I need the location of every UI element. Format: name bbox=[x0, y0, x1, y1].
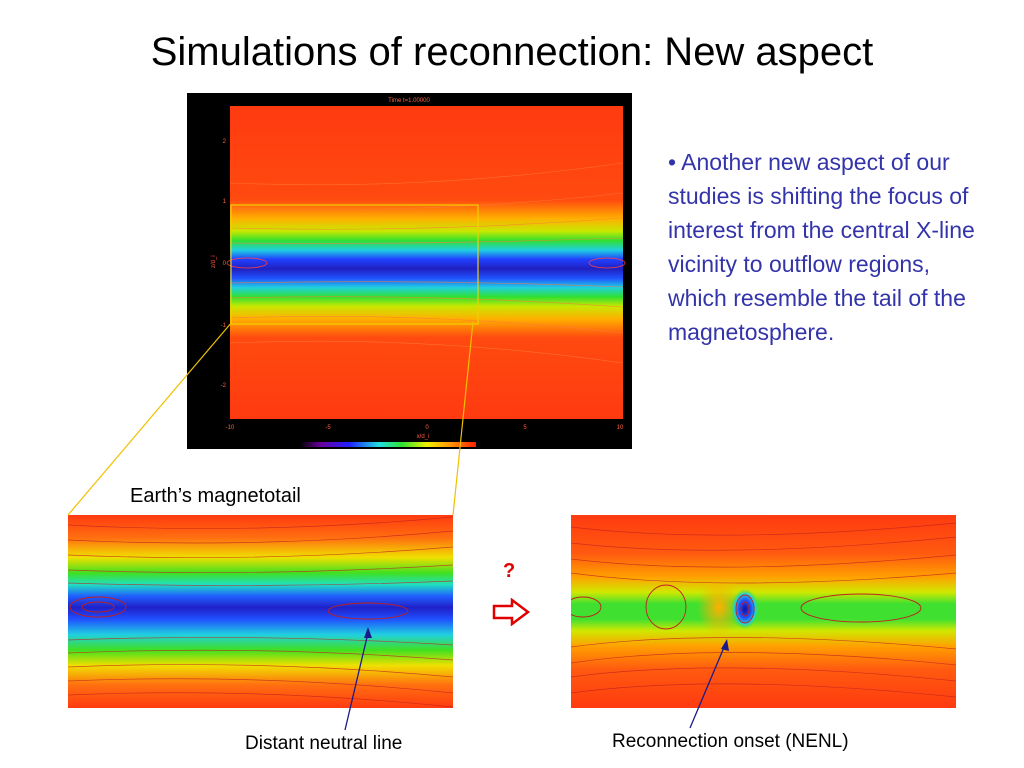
y-tick-label: -1 bbox=[221, 323, 227, 329]
right-arrow-icon bbox=[492, 597, 531, 627]
distant-neutral-line-label: Distant neutral line bbox=[245, 733, 403, 754]
color-scale-bar bbox=[300, 442, 476, 447]
magnetotail-zoom-plot bbox=[68, 515, 453, 708]
y-tick-label: 1 bbox=[223, 199, 227, 205]
top-plot-title: Time t=1.00000 bbox=[388, 98, 430, 104]
y-tick-label: 2 bbox=[223, 139, 227, 145]
bullet-text: • Another new aspect of our studies is s… bbox=[668, 149, 975, 345]
question-mark: ? bbox=[503, 560, 516, 582]
y-tick-label: -2 bbox=[221, 383, 227, 389]
x-tick-label: -10 bbox=[226, 425, 235, 431]
x-tick-label: 0 bbox=[425, 425, 429, 431]
x-axis-label: x/d_i bbox=[417, 434, 430, 440]
reconnection-onset-label: Reconnection onset (NENL) bbox=[612, 731, 849, 752]
slide-title: Simulations of reconnection: New aspect bbox=[150, 30, 874, 74]
y-tick-label: 0 bbox=[223, 261, 227, 267]
y-axis-label: z/d_i bbox=[211, 255, 217, 268]
top-simulation-plot: Time t=1.00000 z/d_i x/d_i -10 -5 0 5 10… bbox=[187, 93, 632, 449]
x-tick-label: -5 bbox=[325, 425, 331, 431]
reconnection-onset-plot bbox=[571, 515, 956, 708]
x-tick-label: 10 bbox=[617, 425, 624, 431]
top-plot-field bbox=[230, 106, 623, 419]
zoom-region-box bbox=[230, 204, 479, 325]
x-tick-label: 5 bbox=[523, 425, 527, 431]
earth-magnetotail-label: Earth’s magnetotail bbox=[130, 485, 301, 507]
